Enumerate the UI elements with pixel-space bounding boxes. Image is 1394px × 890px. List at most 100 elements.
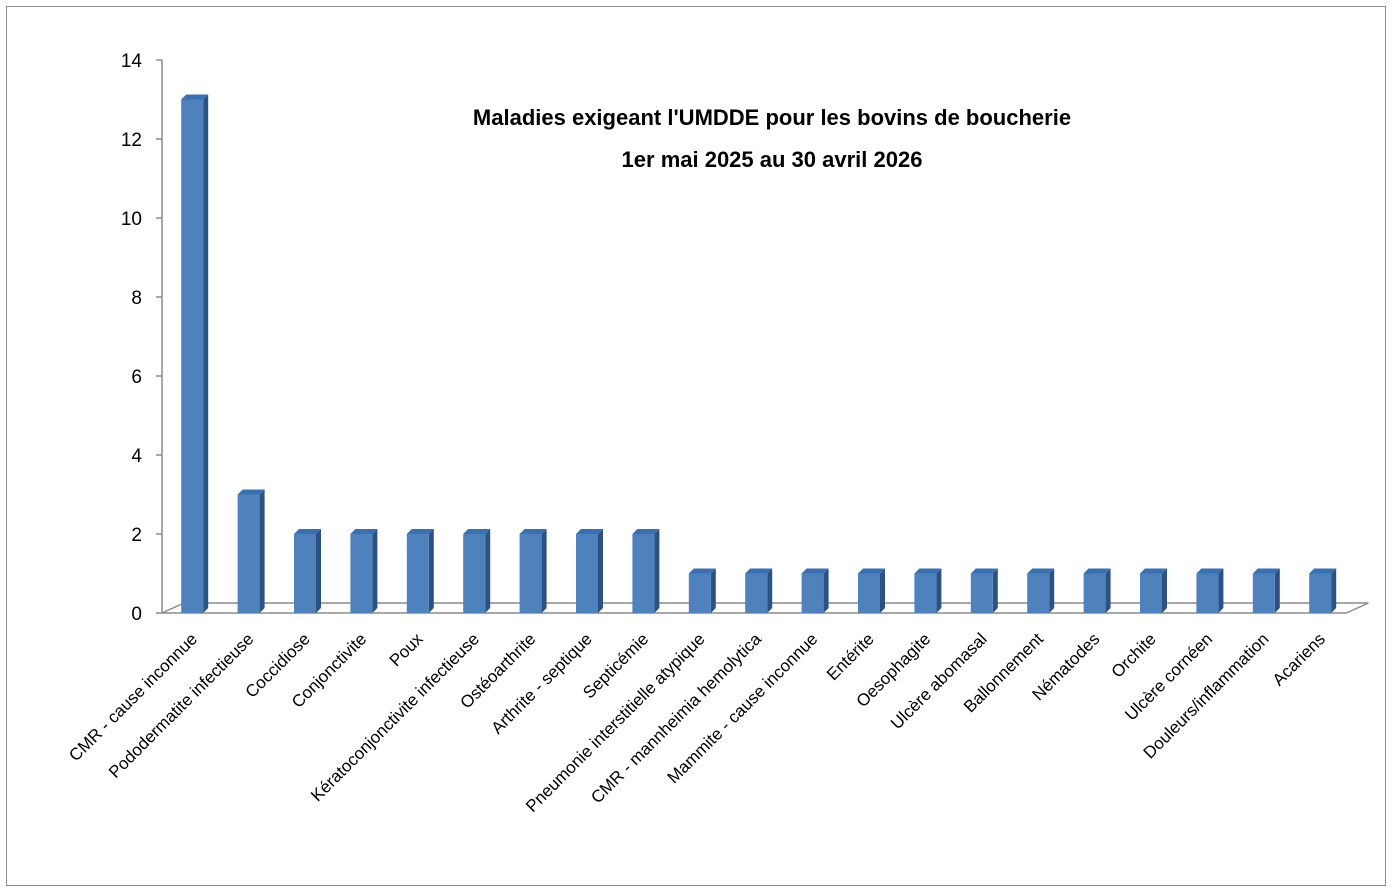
- bar-front: [406, 534, 429, 613]
- bar-top: [350, 529, 378, 534]
- bar-side: [428, 529, 434, 613]
- bar: [406, 529, 434, 613]
- y-tick-label: 2: [131, 525, 142, 546]
- bar-top: [801, 568, 829, 574]
- bar-top: [294, 529, 321, 534]
- y-ticks: 0 2 4 6 8 10 12 14: [121, 51, 162, 625]
- bar-side: [880, 568, 885, 613]
- y-tick-label: 4: [131, 446, 142, 467]
- bars: [181, 94, 1337, 613]
- bar: [519, 529, 547, 613]
- x-category-label: Ulcère abomasal: [887, 629, 991, 733]
- bar-side: [936, 568, 942, 613]
- bar-top: [1309, 568, 1337, 574]
- bar: [1140, 568, 1167, 613]
- bar-front: [1140, 573, 1162, 613]
- bar-front: [350, 534, 373, 613]
- bar: [1309, 568, 1337, 613]
- bar-front: [1083, 573, 1106, 613]
- bar-side: [485, 529, 491, 613]
- bar-side: [767, 568, 773, 613]
- bar-front: [1027, 573, 1050, 613]
- y-tick-label: 8: [131, 288, 142, 309]
- bar-front: [519, 534, 542, 613]
- chart-title-line-2: 1er mai 2025 au 30 avril 2026: [622, 147, 923, 172]
- bar-top: [1027, 568, 1055, 574]
- bar-side: [1218, 568, 1224, 613]
- bar: [801, 568, 829, 613]
- bar-top: [463, 529, 491, 534]
- bar-top: [519, 529, 547, 534]
- bar: [914, 568, 942, 613]
- bar: [970, 568, 998, 613]
- axes: [161, 60, 1369, 614]
- bar-front: [801, 573, 824, 613]
- chart-floor: [161, 602, 1369, 614]
- bar: [576, 529, 603, 613]
- bar-front: [1309, 573, 1332, 613]
- bar: [858, 568, 885, 613]
- bar-side: [259, 489, 265, 613]
- bar: [237, 489, 265, 613]
- bar-side: [203, 94, 209, 613]
- x-category-label: Poux: [386, 629, 427, 670]
- chart-frame: [6, 6, 1386, 886]
- bar: [1027, 568, 1055, 613]
- bar-side: [710, 568, 716, 613]
- bar-top: [237, 489, 265, 495]
- bar-front: [858, 573, 880, 613]
- bar: [632, 529, 660, 613]
- y-tick-label: 6: [131, 367, 142, 388]
- bar-front: [463, 534, 486, 613]
- bar-top: [406, 529, 434, 534]
- bar: [1252, 568, 1280, 613]
- bar-front: [181, 99, 204, 613]
- bar-top: [1083, 568, 1111, 574]
- bar-front: [914, 573, 937, 613]
- bar-front: [970, 573, 993, 613]
- chart-title-line-1: Maladies exigeant l'UMDDE pour les bovin…: [473, 105, 1071, 130]
- bar-side: [992, 568, 998, 613]
- x-category-label: Arthrite - septique: [488, 629, 596, 737]
- bar-side: [1049, 568, 1055, 613]
- bar-top: [1252, 568, 1280, 574]
- bar-side: [541, 529, 547, 613]
- bar: [1083, 568, 1111, 613]
- chart-title: Maladies exigeant l'UMDDE pour les bovin…: [473, 105, 1071, 172]
- bar-top: [914, 568, 942, 574]
- bar-side: [1331, 568, 1337, 613]
- bar: [1196, 568, 1224, 613]
- bar-top: [858, 568, 885, 574]
- bar-front: [688, 573, 711, 613]
- bar-front: [237, 494, 260, 613]
- bar-side: [1162, 568, 1167, 613]
- bar-top: [1140, 568, 1167, 574]
- bar-side: [654, 529, 660, 613]
- bar-front: [576, 534, 598, 613]
- bar-side: [372, 529, 378, 613]
- bar-side: [1105, 568, 1111, 613]
- bar: [745, 568, 773, 613]
- bar-top: [688, 568, 716, 574]
- bar: [463, 529, 491, 613]
- bar: [350, 529, 378, 613]
- bar-side: [598, 529, 603, 613]
- bar-top: [970, 568, 998, 574]
- bar-front: [1252, 573, 1275, 613]
- y-tick-label: 12: [121, 130, 142, 151]
- bar-top: [745, 568, 773, 574]
- bar: [181, 94, 209, 613]
- y-tick-label: 10: [121, 209, 142, 230]
- x-category-label: Orchite: [1108, 629, 1160, 681]
- y-tick-label: 14: [121, 51, 143, 72]
- bar-front: [294, 534, 316, 613]
- bar-front: [745, 573, 768, 613]
- bar-top: [632, 529, 660, 534]
- bar-side: [823, 568, 829, 613]
- bar: [688, 568, 716, 613]
- bar-front: [632, 534, 655, 613]
- bar-top: [181, 94, 209, 100]
- bar-front: [1196, 573, 1219, 613]
